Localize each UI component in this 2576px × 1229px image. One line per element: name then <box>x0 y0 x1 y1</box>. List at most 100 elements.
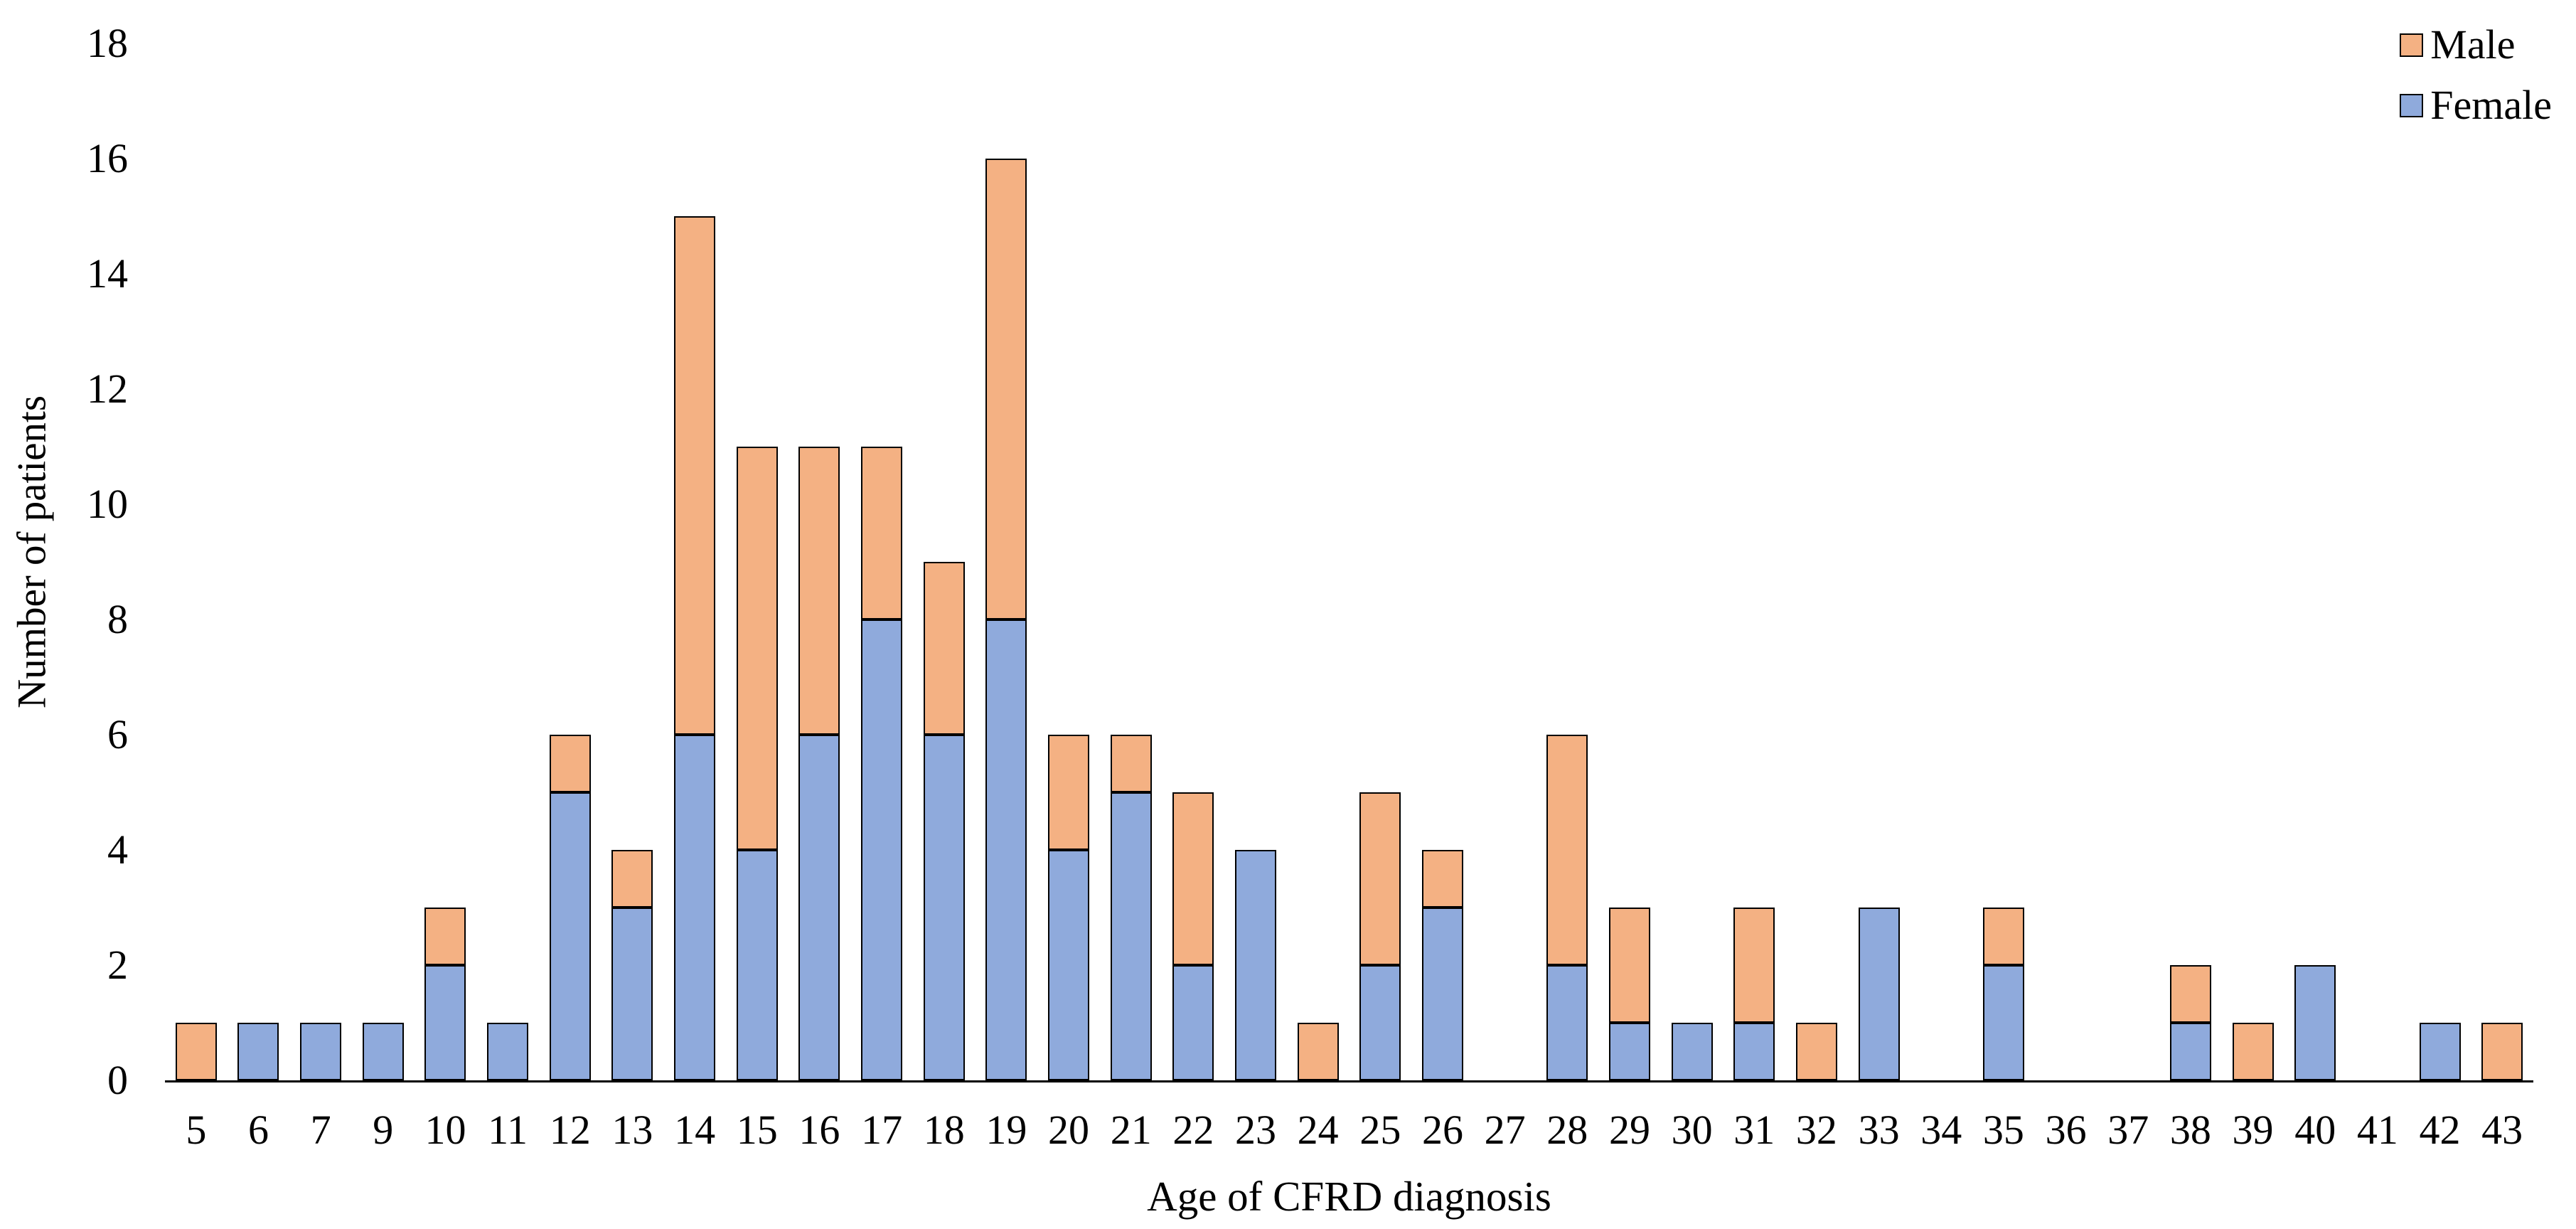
bar-segment-female <box>1546 965 1588 1080</box>
x-tick-label: 31 <box>1733 1107 1775 1153</box>
bar-segment-female <box>1172 965 1214 1080</box>
bar-segment-male <box>2169 965 2211 1023</box>
x-tick-label: 34 <box>1920 1107 1962 1153</box>
bar-segment-male <box>1795 1023 1837 1080</box>
plot-area <box>165 43 2533 1082</box>
bar-segment-male <box>611 850 653 908</box>
bar-segment-male <box>923 562 965 735</box>
x-axis-title: Age of CFRD diagnosis <box>1147 1173 1551 1220</box>
bar-segment-male <box>736 447 778 850</box>
x-tick-label: 12 <box>549 1107 591 1153</box>
y-tick-label: 14 <box>87 250 128 297</box>
bar-segment-male <box>1359 792 1401 965</box>
bar-segment-female <box>674 735 716 1080</box>
bar-segment-female <box>549 792 591 1080</box>
legend-label: Male <box>2430 21 2516 68</box>
bar-segment-female <box>1110 792 1152 1080</box>
x-tick-label: 41 <box>2356 1107 2398 1153</box>
x-tick-label: 42 <box>2419 1107 2461 1153</box>
bar-segment-male <box>1110 735 1152 792</box>
legend-swatch-female <box>2400 93 2424 117</box>
bar-segment-female <box>611 908 653 1080</box>
x-tick-label: 37 <box>2107 1107 2149 1153</box>
bar-segment-female <box>1048 850 1090 1080</box>
bar-segment-female <box>985 619 1027 1080</box>
bar-segment-female <box>1235 850 1276 1080</box>
bar-segment-female <box>487 1023 529 1080</box>
bar-segment-female <box>300 1023 342 1080</box>
x-tick-label: 29 <box>1608 1107 1650 1153</box>
x-tick-label: 38 <box>2169 1107 2211 1153</box>
bar-segment-male <box>985 159 1027 619</box>
bar-segment-female <box>2419 1023 2461 1080</box>
x-tick-label: 24 <box>1297 1107 1339 1153</box>
x-tick-label: 18 <box>923 1107 965 1153</box>
bar-segment-male <box>2481 1023 2523 1080</box>
bar-segment-female <box>362 1023 404 1080</box>
x-tick-label: 30 <box>1671 1107 1713 1153</box>
x-tick-label: 5 <box>186 1107 207 1153</box>
x-tick-label: 13 <box>611 1107 653 1153</box>
bar-segment-male <box>175 1023 217 1080</box>
x-tick-label: 25 <box>1359 1107 1401 1153</box>
legend-item-female: Female <box>2400 82 2552 129</box>
bar-segment-male <box>798 447 840 735</box>
bar-segment-female <box>424 965 466 1080</box>
y-tick-label: 10 <box>87 481 128 527</box>
bar-segment-female <box>1733 1023 1775 1080</box>
bar-segment-male <box>1172 792 1214 965</box>
bar-segment-female <box>1671 1023 1713 1080</box>
bar-segment-male <box>424 908 466 965</box>
bar-segment-male <box>674 216 716 735</box>
bar-segment-female <box>1608 1023 1650 1080</box>
bar-segment-male <box>861 447 903 619</box>
x-tick-label: 15 <box>736 1107 778 1153</box>
x-tick-label: 36 <box>2045 1107 2087 1153</box>
bar-segment-female <box>1359 965 1401 1080</box>
y-axis-title: Number of patients <box>9 395 55 709</box>
bar-segment-female <box>1421 908 1463 1080</box>
x-tick-label: 17 <box>861 1107 903 1153</box>
bar-segment-female <box>1858 908 1900 1080</box>
x-tick-label: 11 <box>488 1107 528 1153</box>
x-tick-label: 39 <box>2232 1107 2274 1153</box>
bar-segment-female <box>2294 965 2336 1080</box>
bar-segment-male <box>1982 908 2024 965</box>
x-tick-label: 14 <box>674 1107 716 1153</box>
x-tick-label: 23 <box>1235 1107 1276 1153</box>
legend: Male Female <box>2400 21 2552 142</box>
x-tick-label: 20 <box>1048 1107 1090 1153</box>
bar-segment-male <box>1608 908 1650 1023</box>
bar-segment-female <box>861 619 903 1080</box>
x-tick-label: 43 <box>2481 1107 2523 1153</box>
y-tick-label: 4 <box>107 826 128 873</box>
x-tick-label: 22 <box>1172 1107 1214 1153</box>
x-tick-label: 9 <box>373 1107 394 1153</box>
y-tick-label: 6 <box>107 711 128 757</box>
x-tick-label: 16 <box>798 1107 840 1153</box>
bar-segment-male <box>549 735 591 792</box>
bar-segment-female <box>2169 1023 2211 1080</box>
x-tick-label: 7 <box>310 1107 331 1153</box>
bar-segment-female <box>237 1023 279 1080</box>
bar-segment-male <box>1297 1023 1339 1080</box>
legend-item-male: Male <box>2400 21 2552 68</box>
bar-segment-female <box>736 850 778 1080</box>
legend-swatch-male <box>2400 33 2424 57</box>
x-tick-label: 21 <box>1110 1107 1152 1153</box>
bar-segment-female <box>923 735 965 1080</box>
x-tick-label: 6 <box>247 1107 269 1153</box>
y-tick-label: 18 <box>87 20 128 66</box>
bar-segment-female <box>1982 965 2024 1080</box>
x-tick-label: 27 <box>1484 1107 1526 1153</box>
bar-segment-male <box>2232 1023 2274 1080</box>
x-tick-label: 26 <box>1421 1107 1463 1153</box>
legend-label: Female <box>2430 82 2552 128</box>
x-tick-label: 10 <box>424 1107 466 1153</box>
bar-segment-male <box>1421 850 1463 908</box>
y-tick-label: 0 <box>107 1057 128 1103</box>
x-tick-label: 40 <box>2294 1107 2336 1153</box>
bar-segment-male <box>1048 735 1090 850</box>
bar-segment-male <box>1546 735 1588 965</box>
